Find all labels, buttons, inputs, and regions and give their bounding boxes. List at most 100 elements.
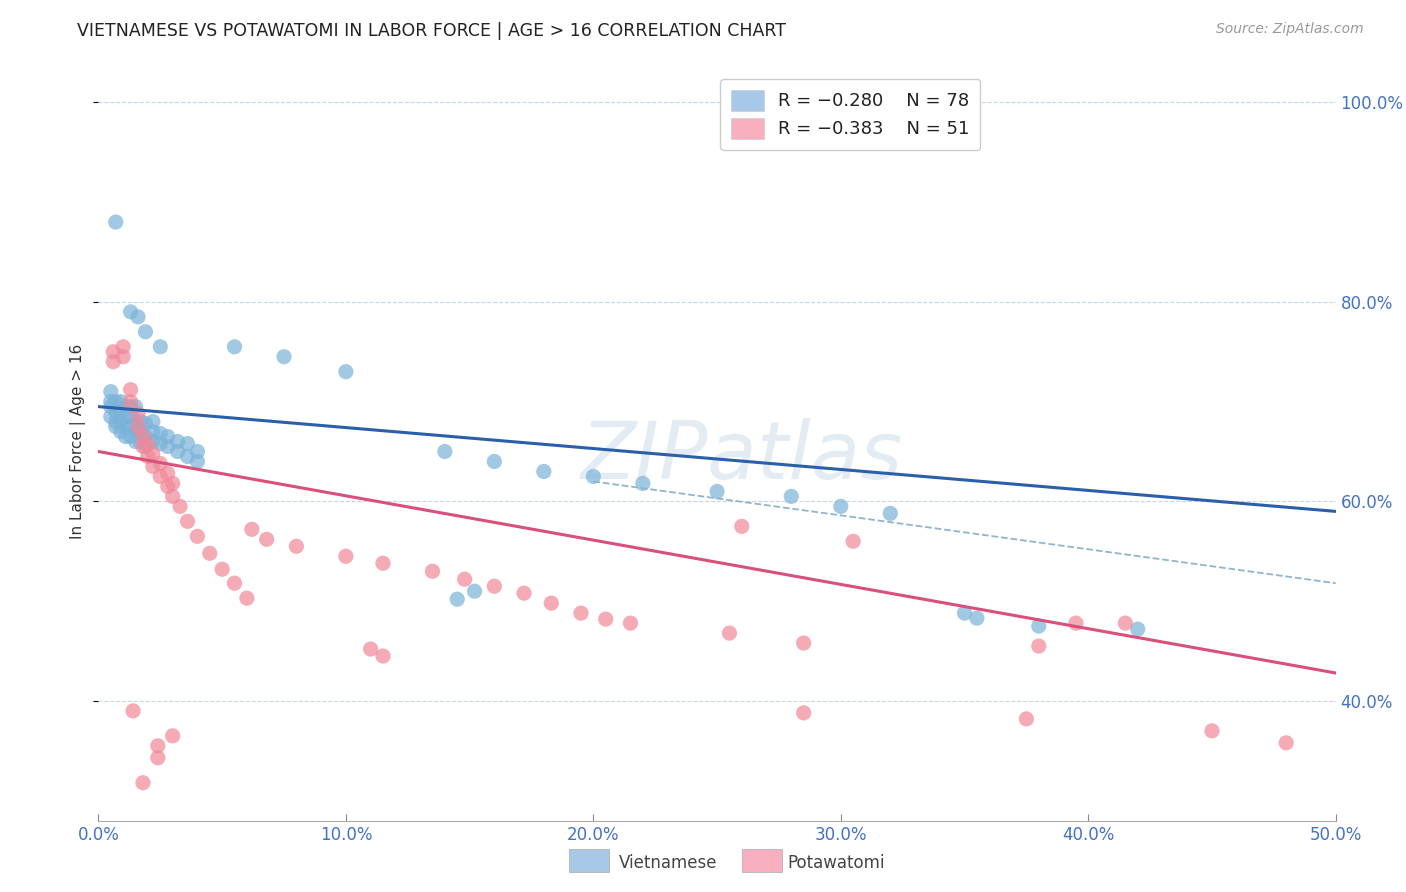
Point: [149, 426, 172, 441]
Point: [879, 507, 901, 521]
Point: [104, 419, 127, 434]
Point: [464, 584, 486, 599]
Point: [142, 459, 165, 474]
Point: [335, 365, 357, 379]
Point: [100, 400, 122, 414]
Point: [124, 400, 146, 414]
Point: [433, 444, 456, 458]
Point: [1028, 639, 1050, 653]
Point: [142, 446, 165, 460]
Point: [186, 529, 208, 543]
Point: [224, 340, 246, 354]
Point: [129, 425, 152, 439]
Point: [1275, 736, 1298, 750]
Point: [120, 409, 142, 424]
Point: [134, 417, 156, 431]
Point: [127, 407, 149, 421]
Point: [780, 490, 803, 504]
Y-axis label: In Labor Force | Age > 16: In Labor Force | Age > 16: [69, 344, 86, 539]
Point: [146, 739, 169, 753]
Point: [142, 425, 165, 439]
Point: [1028, 619, 1050, 633]
Point: [136, 450, 159, 464]
Point: [114, 419, 136, 434]
Point: [371, 556, 394, 570]
Point: [114, 409, 136, 424]
Point: [114, 400, 136, 414]
Point: [1114, 616, 1136, 631]
Point: [569, 606, 592, 620]
Point: [132, 429, 155, 443]
Point: [595, 612, 617, 626]
Point: [134, 429, 156, 443]
Point: [120, 419, 142, 434]
Point: [211, 562, 233, 576]
Point: [371, 648, 394, 663]
Point: [124, 434, 146, 449]
Point: [142, 434, 165, 449]
Point: [120, 394, 142, 409]
Text: Potawatomi: Potawatomi: [787, 855, 884, 872]
Point: [156, 467, 179, 481]
Point: [484, 454, 506, 468]
Point: [134, 440, 156, 454]
Point: [100, 409, 122, 424]
Point: [134, 325, 156, 339]
Point: [156, 479, 179, 493]
Point: [176, 450, 198, 464]
Point: [149, 436, 172, 450]
Point: [120, 383, 142, 397]
Point: [198, 546, 221, 560]
Point: [631, 476, 654, 491]
Point: [360, 642, 382, 657]
Point: [166, 444, 188, 458]
Point: [110, 404, 132, 418]
Point: [110, 415, 132, 429]
Point: [256, 533, 278, 547]
Point: [453, 572, 475, 586]
Point: [104, 215, 127, 229]
Point: [619, 616, 641, 631]
Point: [953, 606, 976, 620]
Point: [156, 440, 179, 454]
Point: [132, 440, 155, 454]
Point: [110, 425, 132, 439]
Point: [830, 500, 852, 514]
Point: [103, 355, 125, 369]
Point: [120, 400, 142, 414]
Point: [122, 704, 145, 718]
Point: [285, 539, 308, 553]
Point: [240, 522, 263, 536]
Text: Source: ZipAtlas.com: Source: ZipAtlas.com: [1216, 22, 1364, 37]
Point: [124, 425, 146, 439]
Point: [146, 751, 169, 765]
Point: [129, 415, 152, 429]
Point: [162, 729, 184, 743]
Point: [104, 415, 127, 429]
Point: [124, 415, 146, 429]
Point: [1015, 712, 1038, 726]
Point: [731, 519, 754, 533]
Point: [149, 469, 172, 483]
Point: [120, 305, 142, 319]
Point: [422, 564, 444, 578]
Point: [149, 457, 172, 471]
Point: [120, 429, 142, 443]
Point: [112, 340, 135, 354]
Point: [533, 465, 555, 479]
Point: [156, 429, 179, 443]
Point: [142, 415, 165, 429]
Point: [582, 469, 605, 483]
Point: [169, 500, 191, 514]
Point: [718, 626, 741, 640]
Point: [149, 340, 172, 354]
Point: [103, 344, 125, 359]
Point: [966, 611, 988, 625]
Point: [186, 454, 208, 468]
Point: [842, 534, 865, 549]
Point: [335, 549, 357, 564]
Point: [273, 350, 295, 364]
Point: [166, 434, 188, 449]
Point: [706, 484, 728, 499]
Point: [1064, 616, 1087, 631]
